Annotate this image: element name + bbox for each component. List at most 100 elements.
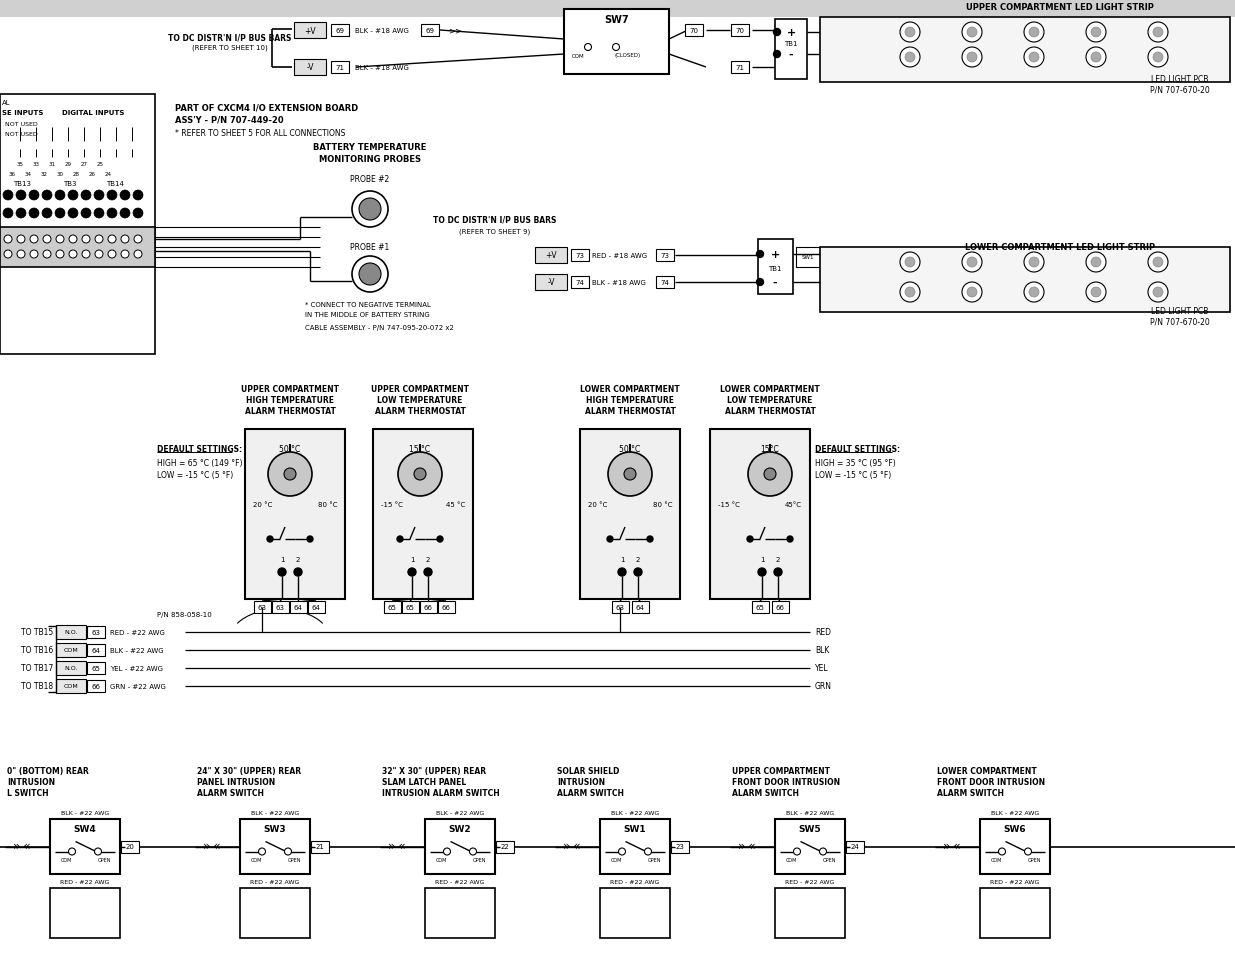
- Text: 50 °C: 50 °C: [279, 445, 300, 454]
- Circle shape: [4, 251, 12, 258]
- Text: »: »: [14, 840, 21, 852]
- Circle shape: [28, 191, 40, 201]
- Text: INTRUSION: INTRUSION: [7, 778, 56, 786]
- Circle shape: [352, 256, 388, 293]
- Text: P/N 707-670-20: P/N 707-670-20: [1150, 86, 1210, 94]
- Circle shape: [121, 251, 128, 258]
- Circle shape: [1091, 288, 1100, 297]
- Text: ALARM THERMOSTAT: ALARM THERMOSTAT: [245, 407, 336, 416]
- Text: COM: COM: [61, 857, 72, 862]
- Circle shape: [905, 288, 915, 297]
- Bar: [437, 601, 454, 614]
- Circle shape: [900, 48, 920, 68]
- Bar: [121, 841, 140, 853]
- Circle shape: [1091, 28, 1100, 38]
- Text: 63: 63: [615, 604, 625, 610]
- Bar: [49, 888, 120, 938]
- Text: LOWER COMPARTMENT LED LIGHT STRIP: LOWER COMPARTMENT LED LIGHT STRIP: [965, 243, 1155, 253]
- Circle shape: [308, 537, 312, 542]
- Circle shape: [267, 537, 273, 542]
- Circle shape: [967, 288, 977, 297]
- Text: UPPER COMPARTMENT: UPPER COMPARTMENT: [241, 385, 338, 395]
- Bar: [425, 820, 495, 874]
- Text: »: »: [204, 840, 211, 852]
- Bar: [331, 25, 350, 37]
- Text: OPEN: OPEN: [1028, 857, 1041, 862]
- Bar: [981, 820, 1050, 874]
- Text: COM: COM: [610, 857, 621, 862]
- Bar: [373, 430, 473, 599]
- Text: 20: 20: [126, 843, 135, 850]
- Circle shape: [1149, 253, 1168, 273]
- Text: 33: 33: [32, 162, 40, 168]
- Circle shape: [133, 191, 143, 201]
- Circle shape: [268, 453, 312, 497]
- Text: NOT USED: NOT USED: [5, 121, 38, 127]
- Text: ALARM SWITCH: ALARM SWITCH: [198, 789, 264, 798]
- Text: 66: 66: [776, 604, 784, 610]
- Circle shape: [82, 235, 90, 244]
- Text: 2: 2: [776, 557, 781, 562]
- Circle shape: [42, 191, 52, 201]
- Circle shape: [773, 51, 781, 58]
- Text: 66: 66: [424, 604, 432, 610]
- Circle shape: [1153, 257, 1163, 268]
- Text: LOWER COMPARTMENT: LOWER COMPARTMENT: [720, 385, 820, 395]
- Text: RED - #22 AWG: RED - #22 AWG: [610, 880, 659, 884]
- Text: OPEN: OPEN: [472, 857, 485, 862]
- Text: NOT USED: NOT USED: [5, 132, 38, 136]
- Bar: [240, 820, 310, 874]
- Bar: [731, 25, 748, 37]
- Text: «: «: [748, 840, 756, 852]
- Circle shape: [43, 235, 51, 244]
- Circle shape: [962, 253, 982, 273]
- Text: 2: 2: [636, 557, 640, 562]
- Text: SW1: SW1: [624, 824, 646, 834]
- Text: 1: 1: [620, 557, 624, 562]
- Text: 74: 74: [661, 280, 669, 286]
- Text: 50 °C: 50 °C: [620, 445, 641, 454]
- Circle shape: [962, 23, 982, 43]
- Bar: [401, 601, 419, 614]
- Text: 65: 65: [405, 604, 415, 610]
- Text: MONITORING PROBES: MONITORING PROBES: [319, 155, 421, 164]
- Bar: [308, 601, 325, 614]
- Circle shape: [294, 568, 303, 577]
- Text: 70: 70: [736, 28, 745, 34]
- Text: TB13: TB13: [14, 181, 31, 187]
- Text: 66: 66: [441, 604, 451, 610]
- Circle shape: [1025, 848, 1031, 855]
- Circle shape: [107, 209, 117, 219]
- Text: -: -: [789, 50, 793, 60]
- Bar: [253, 601, 270, 614]
- Text: 15°C: 15°C: [761, 445, 779, 454]
- Text: SW2: SW2: [448, 824, 472, 834]
- Circle shape: [133, 209, 143, 219]
- Text: YEL: YEL: [815, 664, 829, 673]
- Text: TO TB15: TO TB15: [21, 628, 53, 637]
- Circle shape: [469, 848, 477, 855]
- Circle shape: [905, 28, 915, 38]
- Text: 70: 70: [689, 28, 699, 34]
- Text: ALARM SWITCH: ALARM SWITCH: [937, 789, 1004, 798]
- Circle shape: [1149, 283, 1168, 303]
- Text: 23: 23: [676, 843, 684, 850]
- Circle shape: [900, 253, 920, 273]
- Bar: [294, 23, 326, 39]
- Text: COM: COM: [64, 648, 78, 653]
- Circle shape: [82, 191, 91, 201]
- Circle shape: [1153, 28, 1163, 38]
- Circle shape: [1086, 23, 1107, 43]
- Text: 64: 64: [311, 604, 320, 610]
- Circle shape: [1029, 288, 1039, 297]
- Circle shape: [2, 191, 14, 201]
- Text: 64: 64: [294, 604, 303, 610]
- Bar: [86, 680, 105, 692]
- Text: 24: 24: [105, 172, 111, 176]
- Text: 64: 64: [636, 604, 645, 610]
- Text: +V: +V: [304, 27, 316, 35]
- Text: PANEL INTRUSION: PANEL INTRUSION: [198, 778, 275, 786]
- Circle shape: [967, 257, 977, 268]
- Bar: [776, 20, 806, 80]
- Text: DEFAULT SETTINGS:: DEFAULT SETTINGS:: [157, 445, 242, 454]
